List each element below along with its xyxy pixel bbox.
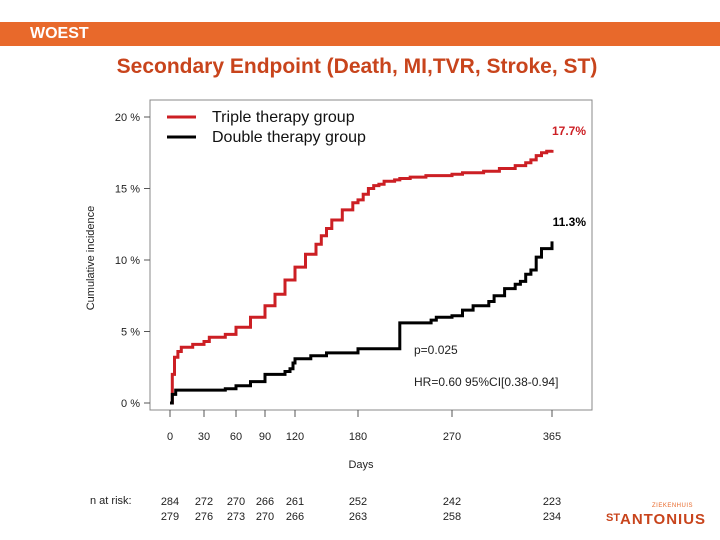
at-risk-double-value: 263 [349,511,367,523]
legend-label-triple: Triple therapy group [212,109,355,126]
at-risk-label: n at risk: [90,495,132,507]
at-risk-triple-value: 242 [443,496,461,508]
at-risk-triple-value: 266 [256,496,274,508]
y-tick-label: 0 % [121,398,140,410]
x-tick-label: 90 [259,431,271,443]
x-axis-label: Days [348,459,374,471]
at-risk-triple-value: 270 [227,496,245,508]
y-tick-label: 20 % [115,112,140,124]
x-tick-label: 120 [286,431,304,443]
at-risk-triple-value: 284 [161,496,179,508]
logo-name: ANTONIUS [620,511,707,528]
x-tick-label: 365 [543,431,561,443]
at-risk-double-value: 234 [543,511,561,523]
hazard-ratio-annotation: HR=0.60 95%CI[0.38-0.94] [414,375,558,389]
x-tick-label: 30 [198,431,210,443]
plot-frame [149,99,593,411]
end-label-triple: 17.7% [552,124,586,138]
x-tick-label: 270 [443,431,461,443]
at-risk-triple-value: 261 [286,496,304,508]
y-tick-label: 5 % [121,327,140,339]
slide-title-text: Secondary Endpoint (Death, MI,TVR, Strok… [116,55,598,78]
p-value-annotation: p=0.025 [414,343,458,357]
y-tick-label: 10 % [115,255,140,267]
banner-tab [18,22,124,46]
x-tick-label: 60 [230,431,242,443]
logo-tagline: ZIEKENHUIS [652,503,694,509]
x-tick-label: 0 [167,431,173,443]
at-risk-double-value: 279 [161,511,179,523]
legend-label-double: Double therapy group [212,129,366,146]
y-tick-label: 15 % [115,184,140,196]
top-banner: WOEST [0,22,720,46]
banner-label: WOEST [30,25,89,42]
at-risk-triple-value: 223 [543,496,561,508]
series-line-triple [170,149,554,405]
x-tick-label: 180 [349,431,367,443]
slide-title: Secondary Endpoint (Death, MI,TVR, Strok… [0,52,720,82]
at-risk-double-value: 266 [286,511,304,523]
at-risk-double-value: 258 [443,511,461,523]
st-antonius-logo: ZIEKENHUIS ST ANTONIUS [606,503,710,533]
at-risk-double-value: 276 [195,511,213,523]
at-risk-double-value: 270 [256,511,274,523]
at-risk-triple-value: 252 [349,496,367,508]
logo-prefix: ST [606,512,621,524]
at-risk-double-value: 273 [227,511,245,523]
at-risk-triple-value: 272 [195,496,213,508]
series-line-double [170,241,554,405]
y-axis-label: Cumulative incidence [85,206,97,311]
end-label-double: 11.3% [553,215,587,229]
